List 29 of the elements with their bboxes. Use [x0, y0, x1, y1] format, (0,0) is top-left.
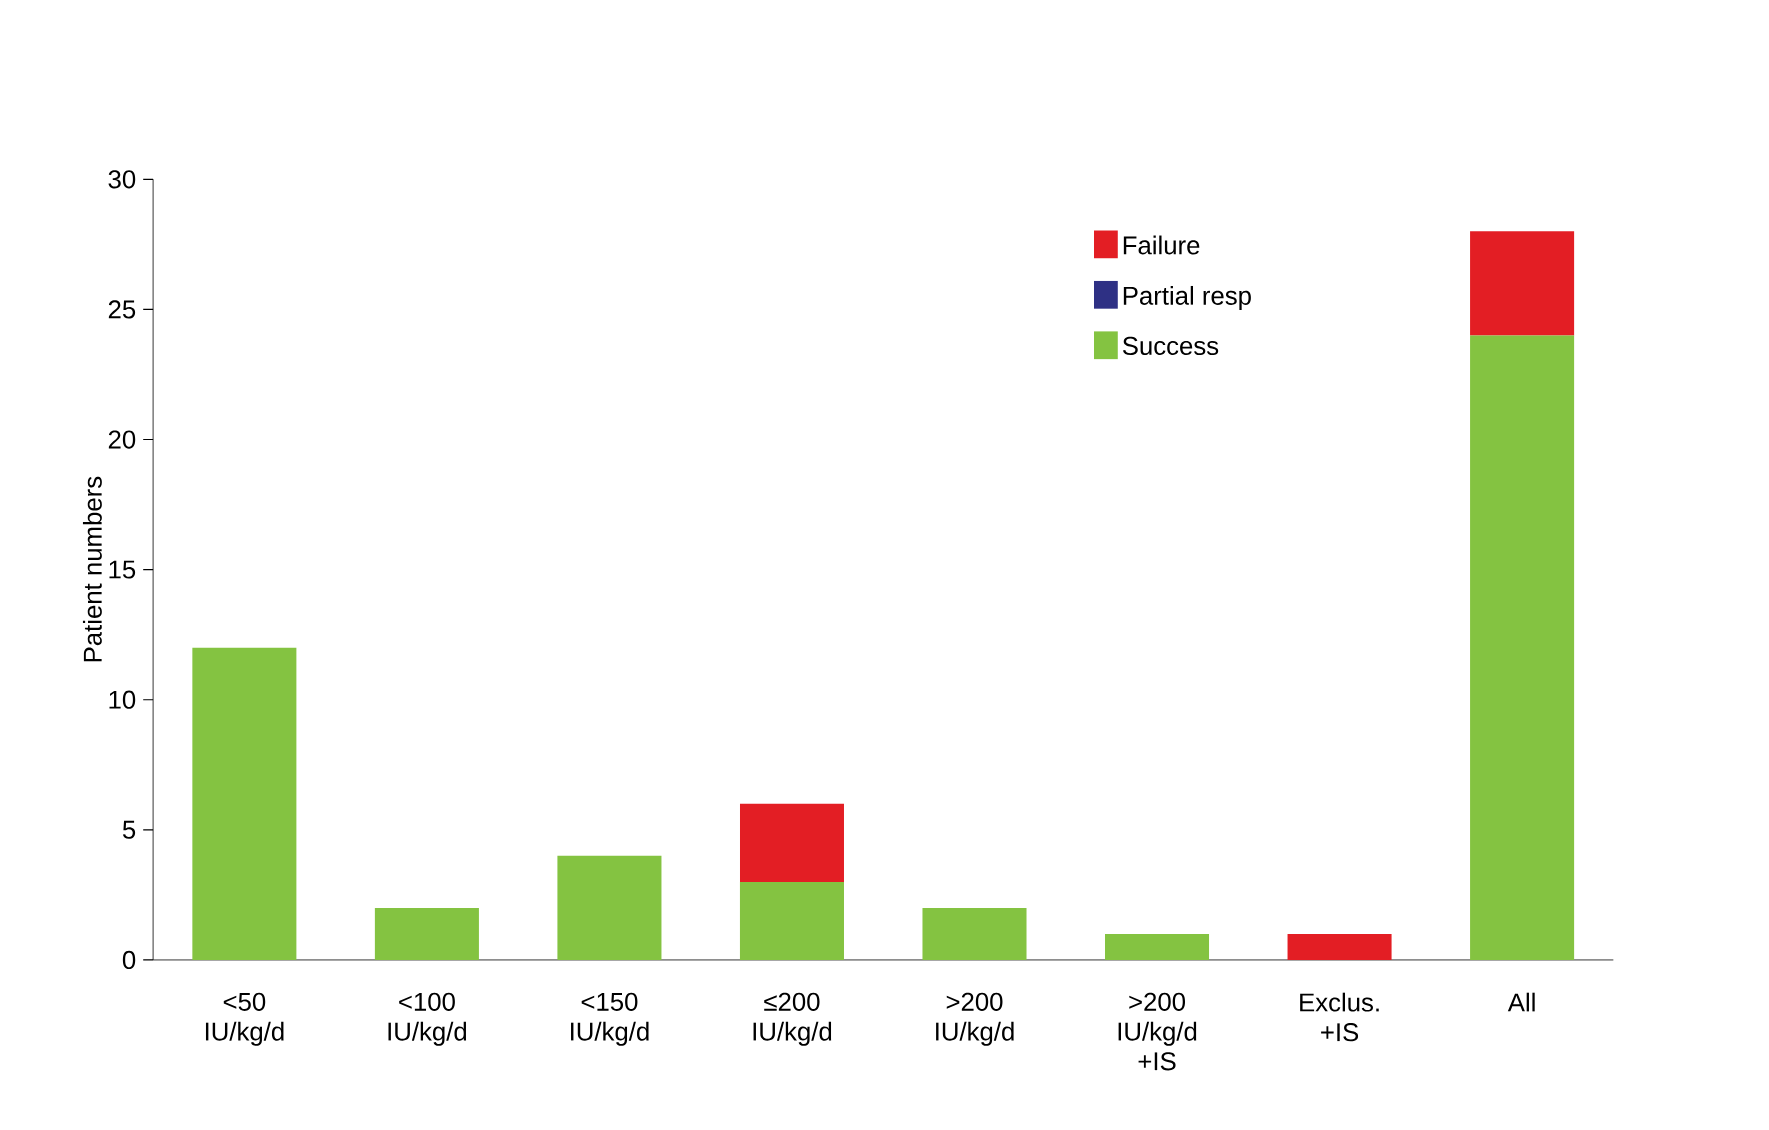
x-tick-label: ≤200 IU/kg/d — [753, 992, 832, 1046]
y-axis-title: Patient numbers — [82, 476, 102, 662]
bar — [1470, 335, 1575, 960]
x-tick-label: <150 IU/kg/d — [571, 992, 649, 1046]
bar — [922, 907, 1027, 960]
x-tick-label: <100 IU/kg/d — [388, 992, 467, 1046]
x-tick-label: Exclus. +IS — [1300, 992, 1379, 1042]
x-tick-label: >200 IU/kg/d +IS — [1118, 992, 1197, 1071]
bar — [1470, 231, 1575, 336]
x-tick-label: >200 IU/kg/d — [936, 992, 1014, 1046]
y-tick-label: 5 — [122, 820, 136, 839]
y-tick-label: 15 — [109, 560, 136, 579]
y-tick-label: 0 — [122, 950, 136, 969]
legend-label: Success — [1122, 336, 1219, 355]
bar — [1105, 933, 1210, 960]
y-tick-label: 25 — [108, 300, 136, 319]
legend-label: Failure — [1123, 235, 1200, 255]
bar — [1287, 933, 1392, 960]
bar — [557, 855, 662, 960]
y-tick-label: 10 — [109, 690, 136, 709]
bar — [374, 907, 479, 960]
x-tick-label: All — [1507, 992, 1535, 1012]
bar — [739, 803, 844, 882]
bar — [192, 647, 297, 960]
legend-label: Partial resp — [1123, 285, 1251, 310]
x-tick-label: <50 IU/kg/d — [205, 992, 284, 1046]
y-tick-label: 20 — [108, 430, 136, 449]
bar — [739, 881, 844, 960]
y-tick-label: 30 — [108, 170, 136, 189]
